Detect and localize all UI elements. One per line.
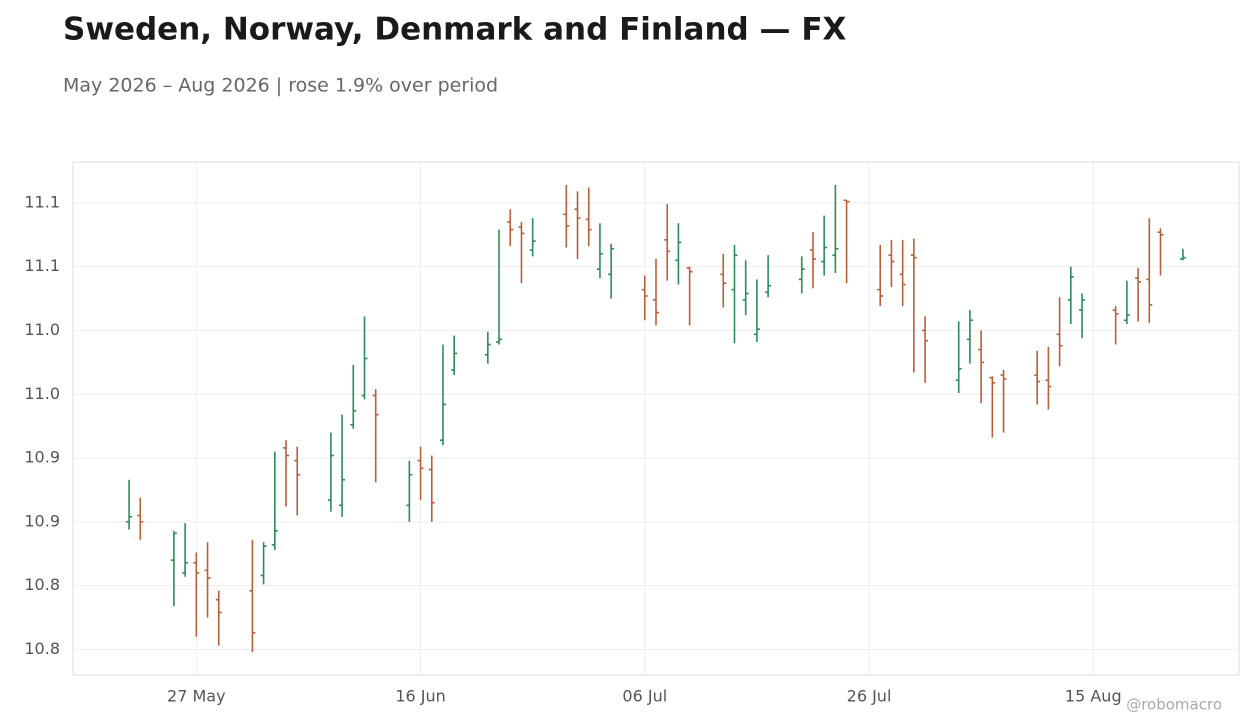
y-tick-label: 10.8 — [24, 639, 60, 658]
x-tick-label: 15 Aug — [1065, 687, 1122, 706]
y-tick-label: 11.0 — [24, 384, 60, 403]
y-tick-label: 10.9 — [24, 511, 60, 530]
y-tick-label: 10.8 — [24, 575, 60, 594]
x-tick-label: 26 Jul — [847, 687, 892, 706]
watermark: @robomacro — [1126, 696, 1222, 714]
chart-title: Sweden, Norway, Denmark and Finland — FX — [63, 12, 847, 48]
x-tick-label: 16 Jun — [395, 687, 445, 706]
y-tick-label: 10.9 — [24, 448, 60, 467]
plot-frame — [72, 161, 1240, 676]
grid — [73, 162, 1239, 675]
x-tick-label: 27 May — [167, 687, 226, 706]
chart-subtitle: May 2026 – Aug 2026 | rose 1.9% over per… — [63, 75, 498, 97]
y-tick-label: 11.0 — [24, 320, 60, 339]
marks — [126, 184, 1186, 653]
y-tick-label: 11.1 — [24, 256, 60, 275]
y-tick-label: 11.1 — [24, 192, 60, 211]
x-tick-label: 06 Jul — [622, 687, 667, 706]
